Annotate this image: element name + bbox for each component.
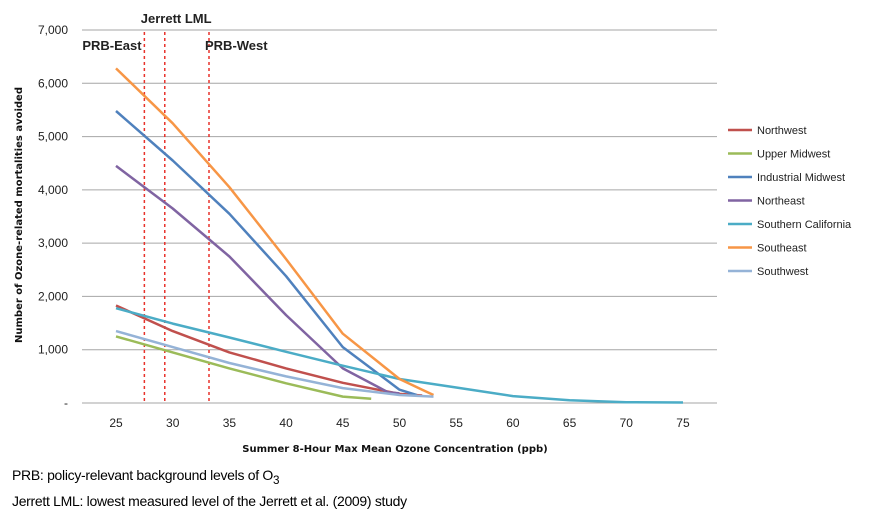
y-axis-title: Number of Ozone-related mortalities avoi… — [14, 87, 25, 343]
y-tick-label: 5,000 — [38, 130, 68, 144]
gridlines — [82, 29, 717, 404]
y-tick-label: 3,000 — [38, 236, 68, 250]
y-tick-label: 1,000 — [38, 343, 68, 357]
y-tick-label: - — [64, 396, 68, 410]
x-axis-ticks: 25 30 35 40 45 50 55 60 65 70 75 — [109, 416, 690, 430]
legend-label-northwest: Northwest — [757, 125, 807, 137]
x-tick-label: 30 — [166, 416, 180, 430]
legend-label-northeast: Northeast — [757, 196, 805, 208]
footnote-prb-subscript: 3 — [273, 473, 280, 487]
x-tick-label: 65 — [563, 416, 577, 430]
x-tick-label: 45 — [336, 416, 350, 430]
ref-label-jerrett-lml: Jerrett LML — [141, 11, 212, 26]
legend-label-industrial-midwest: Industrial Midwest — [757, 172, 845, 184]
ref-label-prb-west: PRB-West — [205, 38, 268, 53]
reference-lines: PRB-East Jerrett LML PRB-West — [82, 11, 268, 403]
x-tick-label: 35 — [223, 416, 237, 430]
x-axis-title: Summer 8-Hour Max Mean Ozone Concentrati… — [242, 444, 547, 455]
legend-label-southwest: Southwest — [757, 266, 808, 278]
series-lines — [115, 67, 684, 404]
footnote-prb-text: PRB: policy-relevant background levels o… — [12, 467, 274, 483]
y-axis-ticks: - 1,000 2,000 3,000 4,000 5,000 6,000 7,000 — [38, 23, 68, 410]
ozone-mortality-chart: PRB-East Jerrett LML PRB-West - 1,000 2,000 3… — [14, 11, 852, 455]
series-line-upper-midwest — [115, 335, 372, 400]
x-tick-label: 55 — [450, 416, 464, 430]
x-tick-label: 75 — [676, 416, 690, 430]
y-tick-label: 7,000 — [38, 23, 68, 37]
footnotes: PRB: policy-relevant background levels o… — [12, 465, 407, 512]
legend: Northwest Upper Midwest Industrial Midwest… — [728, 125, 852, 278]
footnote-prb: PRB: policy-relevant background levels o… — [12, 465, 407, 491]
x-tick-label: 60 — [506, 416, 520, 430]
y-tick-label: 2,000 — [38, 289, 68, 303]
x-tick-label: 70 — [620, 416, 634, 430]
x-tick-label: 50 — [393, 416, 407, 430]
footnote-jerrett: Jerrett LML: lowest measured level of th… — [12, 492, 407, 509]
series-line-northeast — [115, 164, 400, 395]
legend-label-southeast: Southeast — [757, 243, 807, 255]
ref-label-prb-east: PRB-East — [82, 38, 142, 53]
x-tick-label: 40 — [279, 416, 293, 430]
y-tick-label: 6,000 — [38, 76, 68, 90]
legend-label-upper-midwest: Upper Midwest — [757, 149, 830, 161]
series-line-southwest — [115, 329, 434, 398]
x-tick-label: 25 — [109, 416, 123, 430]
legend-label-southern-california: Southern California — [757, 219, 852, 231]
series-line-southeast — [115, 67, 435, 397]
y-tick-label: 4,000 — [38, 183, 68, 197]
series-line-industrial-midwest — [115, 110, 417, 397]
